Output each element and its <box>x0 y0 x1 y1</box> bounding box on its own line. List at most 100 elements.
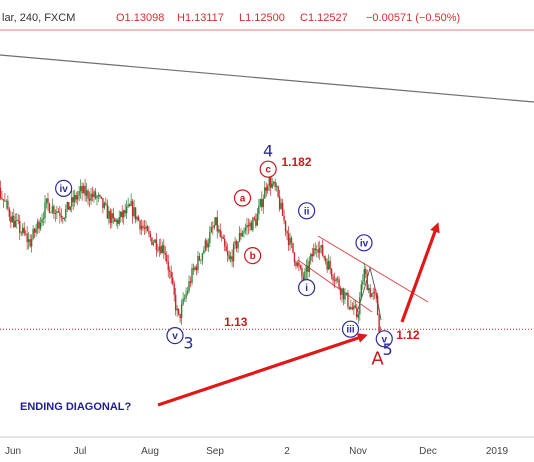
candle-body <box>85 190 88 196</box>
candle <box>35 223 37 237</box>
candle-body <box>277 186 279 197</box>
candle-body <box>112 213 115 219</box>
projection-up-arrow <box>400 222 440 323</box>
candle-body <box>323 256 325 259</box>
low-value: L1.12500 <box>239 12 285 24</box>
candle <box>348 306 351 311</box>
candle <box>375 290 377 303</box>
candle <box>5 199 8 210</box>
candle-body <box>45 198 48 203</box>
candle <box>301 264 303 282</box>
candle-body <box>216 217 218 232</box>
candle-body <box>232 244 235 262</box>
candle <box>120 211 122 223</box>
candle-body <box>265 187 267 191</box>
candle-body <box>301 267 303 277</box>
candle-body <box>221 236 223 238</box>
candle <box>32 225 34 241</box>
candle <box>63 217 65 222</box>
candle-body <box>317 249 319 253</box>
candle-body <box>310 254 312 261</box>
candle-body <box>327 260 330 270</box>
candle <box>354 300 357 309</box>
candle-body <box>152 242 155 245</box>
level-labels: 1.182 1.13 1.12 <box>224 155 420 342</box>
candle <box>26 226 28 250</box>
candle <box>353 300 355 316</box>
candle-body <box>200 259 202 261</box>
candle-body <box>235 241 238 249</box>
wave-label-circle <box>341 320 360 338</box>
candle <box>140 219 143 236</box>
candle-body <box>39 222 42 229</box>
candle-body <box>348 306 351 310</box>
wave-label: iii <box>341 320 360 338</box>
candle-body <box>166 254 168 262</box>
candle <box>218 225 220 234</box>
candle <box>235 239 238 253</box>
candle <box>111 208 113 228</box>
candle <box>0 180 2 200</box>
candle-body <box>79 186 82 192</box>
candle <box>164 246 166 262</box>
candle <box>241 230 244 237</box>
candle <box>182 292 184 307</box>
change-value: −0.00571 (−0.50%) <box>366 12 460 24</box>
candle <box>292 242 294 254</box>
candle-body <box>275 186 278 188</box>
candle <box>183 294 186 302</box>
candle <box>118 210 120 226</box>
candle <box>163 239 165 260</box>
candle-body <box>117 220 119 224</box>
candle-body <box>71 197 73 207</box>
candle-body <box>133 207 135 217</box>
candle-body <box>68 202 70 210</box>
x-tick-label: Jun <box>5 446 21 457</box>
ending-diagonal-note: ENDING DIAGONAL? <box>20 401 132 413</box>
candle-body <box>210 227 213 233</box>
candle-body <box>65 209 67 218</box>
candle <box>38 219 40 234</box>
candle-body <box>0 187 2 198</box>
candle-body <box>228 255 230 260</box>
candle-body <box>207 243 210 248</box>
candle-body <box>130 201 132 206</box>
candle <box>250 220 253 231</box>
candle-body <box>350 307 352 310</box>
candle-body <box>163 245 165 254</box>
candle <box>317 241 319 258</box>
candle <box>160 238 162 255</box>
candle-body <box>158 246 161 251</box>
candle <box>278 189 281 212</box>
candle <box>185 287 187 303</box>
candle-body <box>290 237 293 243</box>
candle-body <box>213 225 215 228</box>
candle-body <box>73 194 76 203</box>
candle <box>22 223 24 236</box>
candle-body <box>183 298 186 299</box>
candle <box>13 208 15 229</box>
candle <box>188 275 190 294</box>
candle-body <box>267 186 269 191</box>
candle-body <box>170 271 172 278</box>
candle <box>108 206 110 225</box>
candle-body <box>57 211 60 213</box>
candle <box>284 220 287 237</box>
candle <box>8 207 11 222</box>
candle-body <box>22 227 24 233</box>
candle-body <box>26 234 28 242</box>
candle-body <box>253 217 256 220</box>
candle-body <box>17 219 19 221</box>
candle <box>114 217 116 223</box>
candle-body <box>81 186 83 194</box>
candle-body <box>347 292 349 307</box>
candle <box>324 255 327 265</box>
candle <box>166 251 168 265</box>
candle-body <box>229 256 232 260</box>
candle <box>36 218 39 235</box>
candle-body <box>42 217 45 219</box>
candle <box>277 185 279 198</box>
candle-body <box>225 246 227 252</box>
candle-body <box>271 183 273 188</box>
